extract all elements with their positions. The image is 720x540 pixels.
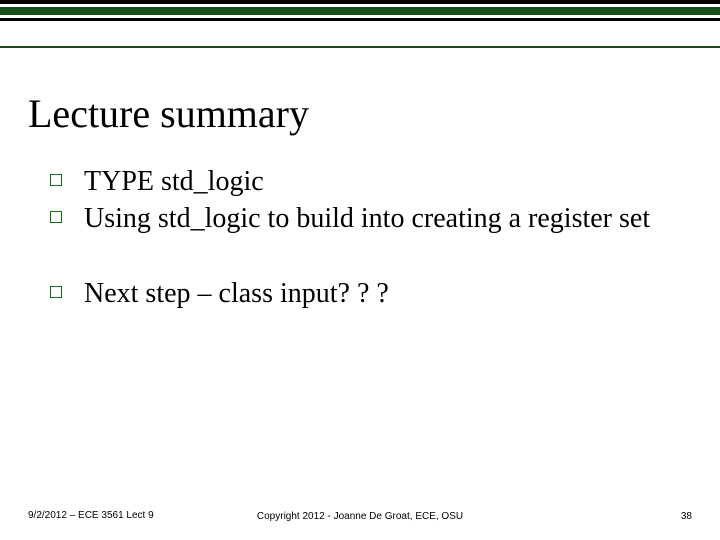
- list-item: Next step – class input? ? ?: [50, 276, 680, 311]
- bullet-text: Using std_logic to build into creating a…: [84, 201, 650, 236]
- footer-page-number: 38: [681, 511, 692, 522]
- footer-left: 9/2/2012 – ECE 3561 Lect 9: [28, 510, 154, 522]
- bullet-square-icon: [50, 211, 62, 223]
- bullet-list: TYPE std_logic Using std_logic to build …: [50, 164, 680, 313]
- slide-title: Lecture summary: [28, 90, 309, 137]
- list-item: TYPE std_logic: [50, 164, 680, 199]
- footer-center: Copyright 2012 - Joanne De Groat, ECE, O…: [257, 511, 463, 522]
- rule-gap-3: [0, 21, 720, 46]
- bullet-square-icon: [50, 286, 62, 298]
- rule-2: [0, 7, 720, 15]
- rule-4: [0, 46, 720, 48]
- slide: Lecture summary TYPE std_logic Using std…: [0, 0, 720, 540]
- bullet-gap: [50, 238, 680, 276]
- bullet-text: Next step – class input? ? ?: [84, 276, 389, 311]
- list-item: Using std_logic to build into creating a…: [50, 201, 680, 236]
- bullet-square-icon: [50, 174, 62, 186]
- bullet-text: TYPE std_logic: [84, 164, 264, 199]
- top-rule-group: [0, 0, 720, 48]
